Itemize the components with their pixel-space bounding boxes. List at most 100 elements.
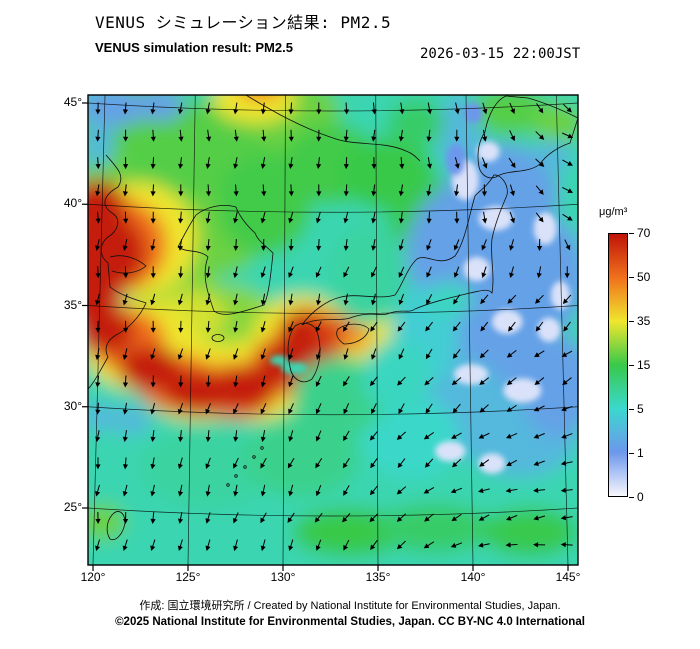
pm25-detail-region	[476, 141, 500, 162]
wind-arrow	[122, 511, 129, 524]
pm25-region	[117, 346, 183, 391]
wind-arrow	[369, 485, 378, 496]
wind-arrow	[451, 432, 462, 439]
wind-arrow	[122, 348, 128, 361]
wind-arrow	[426, 266, 432, 278]
wind-arrow	[479, 404, 489, 413]
y-tick-label: 25°	[63, 500, 82, 514]
wind-arrow	[260, 375, 266, 388]
wind-arrow	[425, 321, 433, 332]
wind-arrow	[178, 430, 184, 443]
wind-arrow	[342, 321, 350, 332]
wind-arrow	[150, 320, 156, 333]
wind-arrow	[562, 294, 572, 304]
island-outline	[243, 465, 247, 469]
wind-arrow	[95, 348, 101, 361]
colorbar-tick-mark	[629, 409, 634, 410]
wind-arrow	[95, 511, 101, 524]
wind-vectors	[95, 102, 574, 552]
wind-arrow	[122, 129, 129, 142]
wind-arrow	[261, 129, 267, 142]
wind-arrow	[343, 102, 350, 115]
wind-arrow	[426, 157, 433, 170]
wind-arrow	[536, 238, 543, 251]
wind-arrow	[369, 513, 379, 523]
wind-arrow	[478, 432, 490, 439]
wind-arrow	[233, 375, 239, 388]
wind-arrow	[288, 129, 294, 142]
wind-arrow	[178, 157, 184, 170]
wind-arrow	[233, 457, 239, 469]
pm25-region	[134, 95, 185, 122]
pm25-region	[88, 305, 135, 355]
wind-arrow	[205, 512, 211, 524]
wind-arrow	[479, 459, 490, 467]
colorbar-tick-label: 0	[637, 490, 644, 504]
wind-arrow	[509, 130, 515, 142]
coastline-path	[109, 255, 147, 274]
wind-arrow	[315, 457, 323, 469]
wind-arrow	[454, 129, 460, 142]
wind-arrow	[95, 457, 101, 470]
wind-arrow	[424, 513, 434, 522]
wind-arrow	[205, 157, 211, 170]
wind-arrow	[288, 403, 294, 415]
wind-arrow	[505, 487, 518, 494]
wind-arrow	[177, 293, 183, 306]
wind-arrow	[316, 157, 322, 170]
wind-arrow	[561, 433, 573, 439]
pm25-region	[520, 335, 578, 438]
wind-arrow	[260, 211, 266, 224]
grid-meridian	[555, 95, 569, 565]
datetime-label: 2026-03-15 22:00JST	[420, 46, 581, 62]
wind-arrow	[260, 430, 266, 442]
wind-arrow	[481, 266, 487, 278]
wind-arrow	[95, 157, 101, 170]
wind-arrow	[398, 184, 404, 197]
wind-arrow	[95, 102, 101, 115]
wind-arrow	[451, 377, 462, 386]
wind-arrow	[342, 376, 350, 387]
wind-arrow	[371, 403, 377, 415]
wind-arrow	[535, 131, 545, 140]
wind-arrow	[534, 350, 545, 358]
wind-arrow	[315, 266, 322, 278]
wind-arrow	[343, 485, 350, 496]
map-frame	[87, 94, 579, 566]
wind-arrow	[205, 211, 211, 224]
wind-arrow	[233, 129, 239, 142]
pm25-detail-region	[550, 281, 570, 310]
wind-arrow	[397, 376, 406, 386]
wind-arrow	[343, 184, 349, 197]
wind-arrow	[288, 211, 294, 224]
wind-arrow	[288, 484, 294, 497]
wind-arrow	[480, 321, 489, 332]
wind-arrow	[562, 377, 572, 386]
wind-arrow	[508, 321, 516, 332]
grid-parallel	[88, 305, 578, 314]
wind-arrow	[371, 211, 377, 224]
wind-arrow	[370, 321, 378, 332]
coastline-path	[301, 174, 508, 326]
wind-arrow	[343, 211, 349, 224]
wind-arrow	[342, 458, 350, 469]
wind-arrow	[370, 458, 378, 469]
wind-arrow	[261, 184, 267, 197]
wind-arrow	[343, 157, 349, 170]
wind-arrow	[233, 157, 239, 169]
wind-arrow	[536, 103, 544, 114]
wind-arrow	[479, 349, 489, 359]
wind-arrow	[288, 348, 294, 360]
wind-arrow	[233, 512, 239, 524]
colorbar-tick-label: 1	[637, 446, 644, 460]
wind-arrow	[177, 402, 184, 415]
colorbar-tick-label: 50	[637, 270, 651, 284]
wind-arrow	[95, 402, 101, 415]
wind-arrow	[288, 157, 294, 170]
wind-arrow	[95, 239, 101, 251]
wind-arrow	[562, 159, 573, 166]
wind-arrow	[533, 487, 546, 493]
wind-arrow	[506, 377, 517, 386]
wind-arrow	[535, 321, 544, 332]
wind-arrow	[452, 349, 461, 359]
